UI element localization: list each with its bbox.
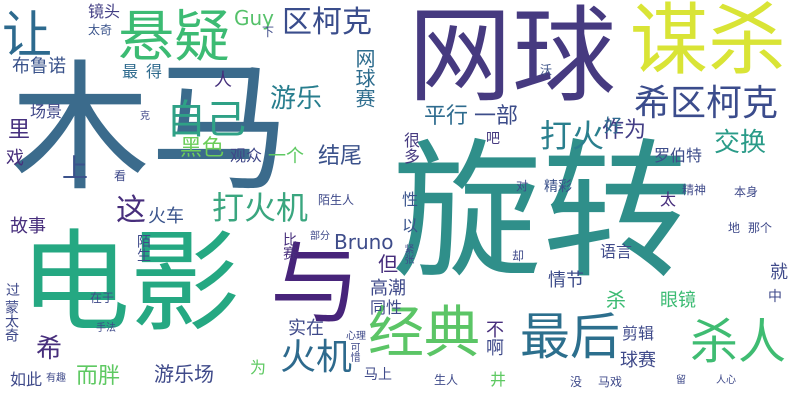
word-区柯克: 区柯克: [282, 5, 372, 40]
word-让: 让: [2, 6, 52, 64]
word-精彩: 精彩: [544, 179, 572, 195]
word-太: 太: [660, 190, 677, 209]
word-打火: 打火: [540, 117, 605, 155]
word-球赛: 球赛: [620, 350, 656, 371]
word-一部: 一部: [474, 104, 519, 129]
word-本身: 本身: [734, 185, 759, 199]
word-却: 却: [512, 249, 525, 263]
word-可惜: 可惜: [348, 342, 359, 362]
word-有趣: 有趣: [46, 373, 66, 384]
word-以: 以: [402, 216, 419, 235]
word-场景: 场景: [30, 102, 63, 121]
word-网球赛: 网球赛: [352, 48, 376, 108]
word-希区柯克: 希区柯克: [634, 83, 779, 124]
word-高潮: 高潮: [370, 278, 406, 299]
word-如此: 如此: [10, 370, 43, 389]
word-对: 对: [516, 179, 529, 193]
word-克: 克: [140, 111, 150, 122]
word-故事: 故事: [10, 216, 46, 237]
word-井: 井: [490, 370, 507, 389]
word-实在: 实在: [288, 318, 324, 339]
word-蒙太奇: 蒙太奇: [3, 300, 19, 342]
word-火机: 火机: [280, 337, 353, 378]
word-经典: 经典: [368, 301, 480, 366]
word-好: 好: [604, 116, 622, 137]
word-电影: 电影: [20, 219, 240, 347]
word-与: 与: [270, 232, 360, 337]
word-下: 下: [262, 25, 275, 39]
word-平行: 平行: [424, 104, 469, 129]
word-布鲁诺: 布鲁诺: [12, 56, 66, 77]
word-眼镜: 眼镜: [660, 290, 696, 311]
word-看: 看: [114, 169, 127, 183]
word-游乐: 游乐: [270, 84, 323, 114]
word-陌生: 陌生: [135, 234, 151, 262]
word-太奇: 太奇: [88, 23, 113, 37]
word-马戏: 马戏: [598, 375, 623, 389]
word-悬疑: 悬疑: [118, 5, 230, 70]
word-吧: 吧: [486, 131, 500, 147]
word-谋杀: 谋杀: [630, 0, 787, 86]
word-语言: 语言: [600, 242, 633, 261]
word-沃: 沃: [540, 63, 553, 77]
word-希: 希: [36, 334, 63, 364]
word-过: 过: [6, 283, 20, 299]
word-紧张: 紧张: [402, 244, 413, 264]
word-里: 里: [8, 118, 31, 143]
word-生人: 生人: [434, 373, 459, 387]
word-性: 性: [402, 190, 419, 209]
word-这: 这: [116, 193, 146, 228]
word-不: 不: [486, 320, 504, 341]
word-但: 但: [378, 252, 398, 276]
word-自己: 自己: [166, 97, 246, 143]
word-部分: 部分: [310, 231, 330, 242]
word-啊: 啊: [486, 338, 504, 359]
word-就: 就: [770, 262, 788, 283]
word-手法: 手法: [96, 323, 116, 334]
word-结尾: 结尾: [318, 144, 363, 169]
word-心理: 心理: [346, 331, 366, 342]
word-马上: 马上: [364, 367, 392, 383]
word-一个: 一个: [268, 146, 304, 167]
word-为: 为: [250, 358, 267, 377]
word-木马: 木马: [10, 48, 291, 211]
word-Bruno: Bruno: [334, 230, 394, 254]
word-最: 最: [122, 62, 139, 81]
word-杀人: 杀人: [690, 314, 787, 370]
word-得: 得: [146, 62, 163, 81]
word-杀: 杀: [606, 288, 626, 312]
word-人: 人: [214, 70, 232, 91]
word-陌生人: 陌生人: [318, 193, 355, 207]
word-人心: 人心: [716, 375, 736, 386]
word-地: 地: [728, 221, 741, 235]
word-火车: 火车: [148, 206, 184, 227]
word-交换: 交换: [714, 128, 767, 158]
word-中: 中: [768, 289, 782, 305]
word-最后: 最后: [520, 308, 620, 366]
word-戏: 戏: [6, 148, 24, 169]
word-在于: 在于: [90, 291, 115, 305]
word-游乐场: 游乐场: [154, 362, 214, 386]
word-观众: 观众: [230, 146, 263, 165]
word-网球: 网球: [408, 0, 617, 117]
word-黑色: 黑色: [180, 136, 225, 161]
word-作为: 作为: [602, 118, 647, 143]
word-很多: 很多: [401, 132, 420, 164]
word-精神: 精神: [682, 183, 707, 197]
word-而胖: 而胖: [76, 364, 121, 389]
word-镜头: 镜头: [88, 2, 121, 21]
word-同性: 同性: [370, 298, 403, 317]
word-旋转: 旋转: [392, 126, 693, 300]
word-那个: 那个: [748, 221, 773, 235]
word-上: 上: [62, 154, 89, 184]
word-比赛: 比赛: [281, 232, 297, 260]
word-没: 没: [570, 375, 583, 389]
word-罗伯特: 罗伯特: [654, 146, 703, 165]
word-留: 留: [676, 375, 686, 386]
word-情节: 情节: [548, 270, 584, 291]
word-打火机: 打火机: [212, 189, 309, 227]
word-剪辑: 剪辑: [622, 324, 655, 343]
word-Guy: Guy: [234, 6, 275, 30]
